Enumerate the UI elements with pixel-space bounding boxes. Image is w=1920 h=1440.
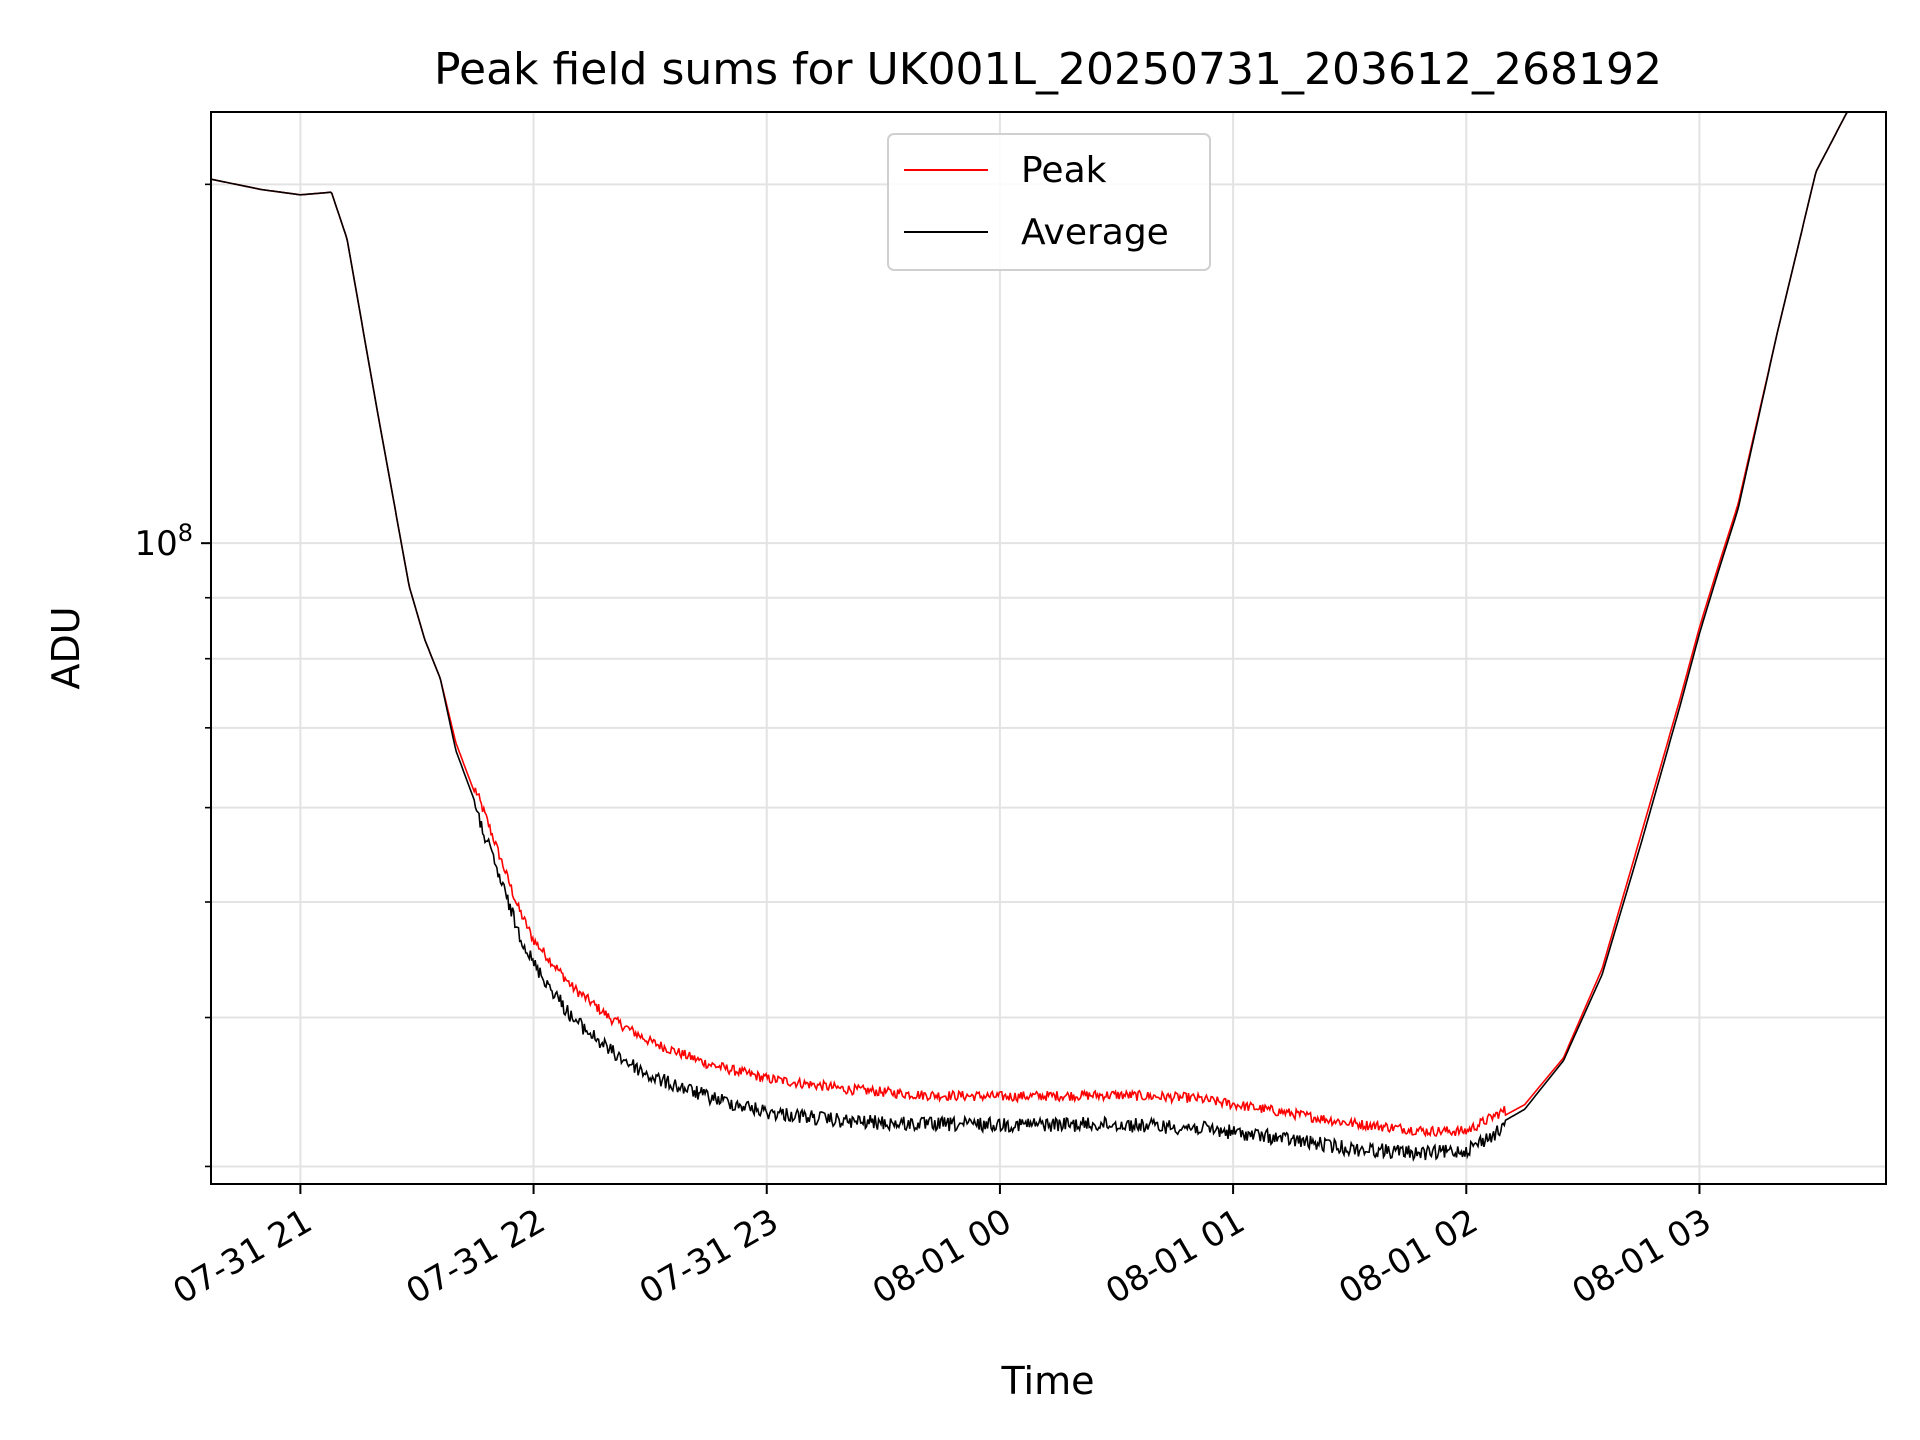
y-axis: 108: [134, 183, 211, 1168]
series-line-peak: [210, 111, 1886, 1138]
series-line-average: [210, 111, 1886, 1163]
y-axis-label: ADU: [44, 606, 88, 689]
x-axis-label: Time: [1001, 1359, 1095, 1403]
chart-title: Peak field sums for UK001L_20250731_2036…: [434, 44, 1662, 95]
legend-label-peak: Peak: [1021, 150, 1107, 191]
legend: Peak Average: [887, 133, 1211, 271]
series-layer: [210, 111, 1886, 1163]
plot-frame: [210, 111, 1887, 1185]
legend-label-average: Average: [1021, 212, 1169, 253]
y-tick-label: 108: [134, 519, 193, 564]
legend-box: [887, 133, 1211, 271]
